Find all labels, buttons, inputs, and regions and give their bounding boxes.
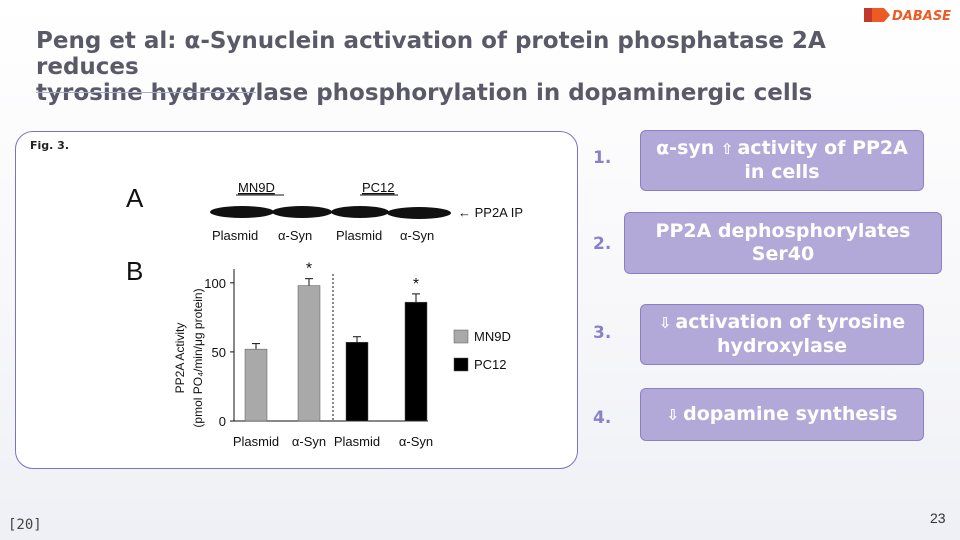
- title-line-1: Peng et al: α-Synuclein activation of pr…: [36, 28, 826, 80]
- step-text: PP2A dephosphorylates Ser40: [631, 220, 935, 266]
- blot-arrow-label: ← PP2A IP: [458, 205, 523, 220]
- y-axis-label-2: (pmol PO₄/min/μg protein): [191, 288, 205, 427]
- bar-chart: 0 50 100 Plasmid * α-Syn Plasmid * α-Syn: [204, 261, 433, 449]
- step-number: 1.: [593, 148, 612, 168]
- y-tick-label: 50: [212, 345, 226, 360]
- y-axis-label-1: PP2A Activity: [173, 323, 187, 394]
- title-underline: [36, 92, 256, 93]
- step-label: dopamine synthesis: [683, 402, 898, 425]
- x-tick-label: Plasmid: [334, 434, 380, 449]
- down-arrow-icon: ⇩: [666, 405, 680, 424]
- fig-label: Fig. 3.: [30, 139, 69, 152]
- panel-a-label: A: [126, 183, 144, 213]
- step-text: ⇩ activation of tyrosine hydroxylase: [647, 311, 917, 358]
- step-lead: α-syn: [656, 137, 721, 159]
- step-label: activation of tyrosine hydroxylase: [675, 311, 906, 357]
- step-label: PP2A dephosphorylates Ser40: [655, 220, 911, 265]
- bar: [404, 301, 428, 422]
- bar: [297, 285, 321, 422]
- step-box-4: ⇩ dopamine synthesis: [640, 388, 924, 441]
- blot-group-pc12: PC12: [362, 180, 395, 195]
- legend-swatch: [453, 329, 469, 344]
- y-tick-label: 0: [219, 414, 226, 429]
- blot-lane-label: Plasmid: [336, 228, 382, 243]
- slide-title: Peng et al: α-Synuclein activation of pr…: [36, 28, 936, 106]
- logo-text: DABASE: [892, 9, 951, 24]
- legend-swatch: [453, 357, 469, 372]
- significance-marker: *: [306, 261, 312, 278]
- title-line-2: tyrosine hydroxylase phosphorylation in …: [36, 80, 813, 106]
- western-blot: [210, 206, 451, 219]
- step-number: 4.: [593, 408, 612, 428]
- down-arrow-icon: ⇩: [658, 314, 672, 332]
- step-label: activity of PP2A in cells: [737, 137, 908, 183]
- up-arrow-icon: ⇧: [720, 140, 734, 158]
- blot-lane-label: Plasmid: [212, 228, 258, 243]
- chart-legend: MN9D PC12: [453, 329, 511, 372]
- figure-3: Fig. 3. A MN9D PC12 ← PP2A IP Plasmid α-…: [30, 139, 523, 449]
- x-tick-label: Plasmid: [233, 434, 279, 449]
- bar: [345, 341, 369, 422]
- step-box-2: PP2A dephosphorylates Ser40: [624, 212, 942, 274]
- dabase-logo: DABASE: [864, 8, 951, 24]
- figure-panel: Fig. 3. A MN9D PC12 ← PP2A IP Plasmid α-…: [15, 131, 578, 469]
- x-tick-label: α-Syn: [399, 434, 433, 449]
- step-box-1: α-syn ⇧ activity of PP2A in cells: [640, 130, 924, 191]
- step-text: ⇩ dopamine synthesis: [667, 403, 898, 427]
- step-box-3: ⇩ activation of tyrosine hydroxylase: [640, 304, 924, 365]
- step-number: 2.: [593, 234, 612, 254]
- bar: [244, 348, 268, 422]
- citation: [20]: [8, 517, 42, 533]
- step-number: 3.: [593, 323, 612, 343]
- y-tick-label: 100: [204, 276, 226, 291]
- x-tick-label: α-Syn: [292, 434, 326, 449]
- legend-label: PC12: [474, 357, 507, 372]
- blot-lane-label: α-Syn: [278, 228, 312, 243]
- blot-lane-label: α-Syn: [400, 228, 434, 243]
- page-number: 23: [930, 510, 946, 526]
- panel-b-label: B: [126, 256, 143, 286]
- step-text: α-syn ⇧ activity of PP2A in cells: [647, 137, 917, 184]
- legend-label: MN9D: [474, 329, 511, 344]
- significance-marker: *: [413, 276, 419, 293]
- blot-group-mn9d: MN9D: [238, 180, 275, 195]
